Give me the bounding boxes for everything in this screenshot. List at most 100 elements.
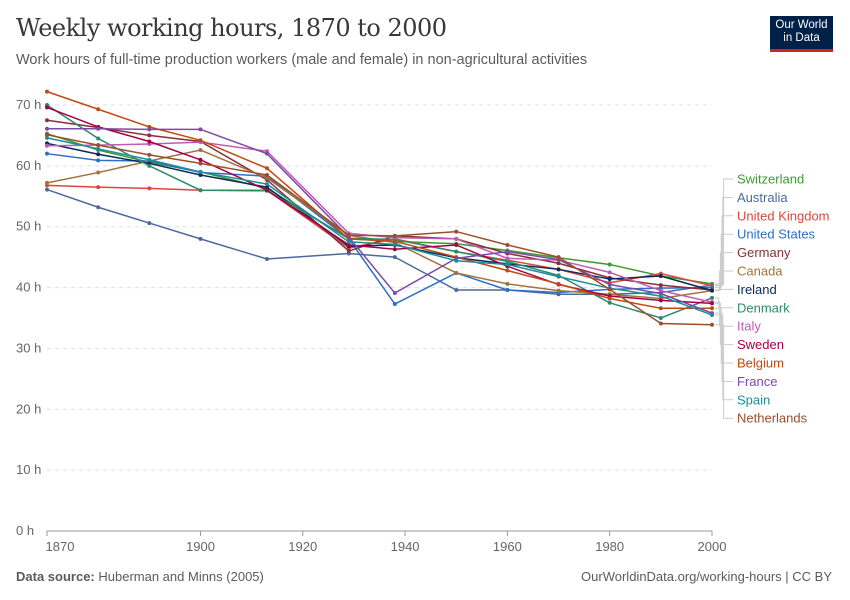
data-point: [198, 148, 203, 153]
data-point: [96, 152, 101, 157]
data-point: [147, 186, 152, 191]
chart-title: Weekly working hours, 1870 to 2000: [16, 14, 447, 42]
x-tick-label: 1900: [186, 539, 215, 554]
series-line-france: [47, 127, 713, 314]
data-point: [198, 161, 203, 166]
data-point: [264, 151, 269, 156]
data-point: [198, 172, 203, 177]
data-point: [710, 322, 714, 327]
data-point: [45, 105, 49, 110]
legend-label[interactable]: Australia: [737, 190, 788, 205]
y-tick-label: 40 h: [16, 280, 41, 295]
y-tick-label: 30 h: [16, 340, 41, 355]
data-point: [710, 301, 714, 306]
data-point: [658, 294, 663, 299]
y-tick-label: 20 h: [16, 401, 41, 416]
legend-label[interactable]: Italy: [737, 319, 761, 334]
data-point: [96, 143, 101, 148]
data-point: [147, 221, 152, 226]
data-point: [346, 239, 351, 244]
data-point: [264, 188, 269, 193]
legend-label[interactable]: Netherlands: [737, 411, 808, 426]
data-point: [147, 163, 152, 168]
data-point: [346, 249, 351, 254]
legend-connector: [715, 302, 733, 346]
legend-label[interactable]: France: [737, 374, 777, 389]
legend-label[interactable]: Sweden: [737, 337, 784, 352]
data-point: [147, 157, 152, 162]
data-point: [607, 262, 612, 267]
data-point: [45, 151, 49, 156]
data-point: [147, 152, 152, 157]
data-point: [45, 180, 49, 185]
data-point: [505, 262, 510, 267]
data-point: [147, 127, 152, 132]
legend-label[interactable]: Switzerland: [737, 172, 804, 187]
data-point: [198, 127, 203, 132]
data-point: [198, 169, 203, 174]
data-point: [454, 249, 459, 254]
data-point: [264, 166, 269, 171]
data-point: [607, 287, 612, 292]
legend-connector: [715, 307, 733, 364]
legend-connector: [715, 314, 733, 401]
legend-label[interactable]: Spain: [737, 392, 770, 407]
data-point: [556, 255, 561, 260]
data-point: [96, 126, 101, 131]
data-point: [96, 107, 101, 112]
legend-label[interactable]: United States: [737, 227, 816, 242]
data-point: [710, 306, 714, 311]
data-point: [658, 274, 663, 279]
legend-label[interactable]: Belgium: [737, 356, 784, 371]
legend-connector: [715, 301, 733, 327]
data-point: [392, 233, 397, 238]
series-line-united-states: [46, 152, 713, 305]
logo-text: Our World in Data: [775, 19, 828, 44]
data-point: [198, 236, 203, 241]
data-point: [264, 172, 269, 177]
data-point: [505, 259, 510, 264]
legend-label[interactable]: Ireland: [737, 282, 777, 297]
source-url-link[interactable]: OurWorldinData.org/working-hours | CC BY: [581, 569, 832, 584]
data-point: [505, 249, 510, 254]
series-line-belgium: [46, 90, 712, 310]
data-point: [454, 270, 459, 275]
legend-connector: [715, 215, 733, 287]
data-point: [45, 89, 49, 94]
data-point: [607, 270, 612, 275]
data-point: [505, 256, 510, 261]
data-point: [96, 136, 101, 141]
data-point: [556, 267, 561, 272]
data-point: [147, 139, 152, 144]
x-tick-label: 1940: [391, 539, 420, 554]
owid-logo[interactable]: Our World in Data: [770, 16, 833, 52]
data-source: Data source: Huberman and Minns (2005): [16, 569, 264, 584]
legend-label[interactable]: Germany: [737, 245, 791, 260]
legend-label[interactable]: United Kingdom: [737, 208, 830, 223]
x-tick-label: 1960: [493, 539, 522, 554]
series-line-denmark: [46, 104, 713, 319]
data-point: [264, 185, 269, 190]
legend-label[interactable]: Denmark: [737, 300, 790, 315]
data-point: [45, 135, 49, 140]
legend-label[interactable]: Canada: [737, 264, 783, 279]
data-point: [454, 229, 459, 234]
data-point: [392, 239, 397, 244]
data-point: [505, 281, 510, 286]
data-point: [264, 256, 269, 261]
legend-connector: [715, 324, 733, 419]
data-point: [96, 185, 101, 190]
source-text: Huberman and Minns (2005): [98, 569, 264, 584]
data-point: [607, 282, 612, 287]
data-point: [710, 295, 714, 300]
data-point: [454, 236, 459, 241]
data-point: [710, 312, 714, 317]
data-point: [96, 146, 101, 151]
data-point: [346, 233, 351, 238]
data-point: [658, 288, 663, 293]
data-point: [392, 255, 397, 260]
y-tick-label: 50 h: [16, 219, 41, 234]
data-point: [556, 261, 561, 266]
